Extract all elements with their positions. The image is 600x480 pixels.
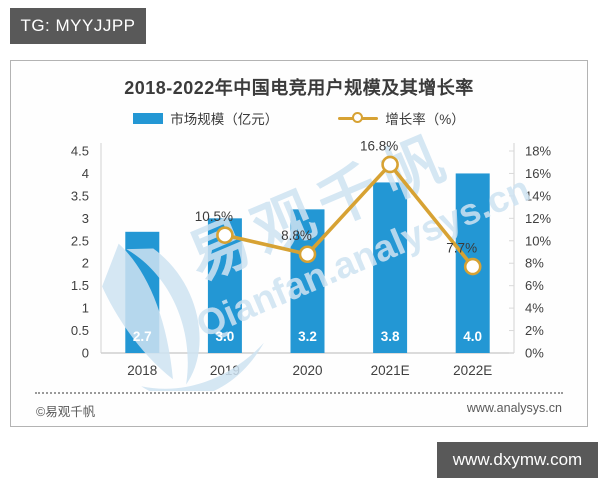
growth-marker-2021E	[381, 155, 399, 174]
right-axis-tick-label: 2%	[525, 323, 544, 338]
left-axis-tick-label: 3	[82, 211, 89, 226]
site-watermark-text: www.dxymw.com	[452, 450, 583, 469]
x-axis-label-2018: 2018	[127, 363, 157, 378]
telegram-watermark-badge: TG: MYYJJPP	[10, 8, 146, 44]
watermark-text-en: Qianfan.analysys.cn	[190, 168, 535, 346]
growth-marker-2022E	[463, 257, 482, 276]
growth-marker-2020	[298, 245, 317, 264]
right-axis-tick-label: 12%	[525, 211, 551, 226]
right-axis-tick-label: 8%	[525, 256, 544, 271]
chart-title: 2018-2022年中国电竞用户规模及其增长率	[124, 78, 474, 98]
growth-value-label: 8.8%	[281, 228, 312, 243]
bar-2022E	[455, 173, 490, 353]
left-axis-tick-label: 1	[82, 301, 89, 316]
source-url-text: www.analysys.cn	[466, 401, 562, 415]
right-axis-tick-label: 6%	[525, 278, 544, 293]
right-axis-tick-label: 0%	[525, 346, 544, 361]
bar-2020	[290, 209, 325, 353]
growth-value-label: 16.8%	[360, 138, 398, 153]
bar-swatch-icon	[133, 112, 164, 124]
bar-value-label: 4.0	[463, 329, 482, 344]
line-swatch-icon	[338, 112, 379, 124]
sail-logo-icon	[141, 342, 264, 391]
sail-logo-icon	[102, 243, 173, 380]
left-axis-tick-label: 4	[82, 166, 89, 181]
left-axis-tick-label: 2	[82, 256, 89, 271]
left-axis-tick-label: 1.5	[71, 278, 89, 293]
left-axis-tick-label: 0.5	[71, 323, 89, 338]
growth-value-label: 7.7%	[446, 241, 477, 256]
left-axis-tick-label: 0	[82, 346, 89, 361]
legend-item-growth-rate: 增长率（%）	[338, 108, 465, 128]
growth-marker-2019	[216, 226, 234, 244]
bar-value-label: 3.8	[381, 329, 400, 344]
bar-value-label: 2.7	[133, 329, 152, 344]
right-axis-tick-label: 10%	[525, 233, 551, 248]
chart-card: 2018-2022年中国电竞用户规模及其增长率 市场规模（亿元） 增长率（%） …	[10, 60, 588, 427]
bar-value-label: 3.2	[298, 329, 317, 344]
bar-2019	[207, 218, 242, 353]
x-axis-label-2019: 2019	[210, 363, 240, 378]
legend-label-growth-rate: 增长率（%）	[385, 112, 465, 127]
left-axis-tick-label: 4.5	[71, 144, 89, 159]
growth-line	[223, 162, 475, 269]
x-axis-label-2021E: 2021E	[371, 363, 410, 378]
chart-legend: 市场规模（亿元） 增长率（%）	[11, 108, 587, 128]
right-axis-tick-label: 4%	[525, 301, 544, 316]
right-axis-tick-label: 14%	[525, 188, 551, 203]
bar-value-label: 3.0	[216, 329, 235, 344]
right-axis-tick-label: 16%	[525, 166, 551, 181]
x-axis-label-2022E: 2022E	[453, 363, 492, 378]
watermark-text-cn: 易观千帆	[179, 122, 463, 293]
copyright-text: ©易观千帆	[36, 405, 96, 419]
left-axis-tick-label: 3.5	[71, 188, 89, 203]
left-axis-tick-label: 2.5	[71, 233, 89, 248]
x-axis-label-2020: 2020	[292, 363, 322, 378]
site-watermark-badge: www.dxymw.com	[437, 442, 598, 478]
bar-2021E	[373, 182, 408, 353]
legend-item-market-scale: 市场规模（亿元）	[133, 108, 278, 128]
sail-logo-icon	[126, 248, 200, 385]
footer-dotted-divider	[35, 392, 563, 394]
legend-label-market-scale: 市场规模（亿元）	[170, 112, 279, 127]
chart-footer: ©易观千帆 www.analysys.cn	[36, 401, 562, 420]
growth-value-label: 10.5%	[195, 209, 233, 224]
telegram-watermark-text: TG: MYYJJPP	[20, 16, 136, 35]
right-axis-tick-label: 18%	[525, 144, 551, 159]
bar-2018	[125, 231, 160, 353]
